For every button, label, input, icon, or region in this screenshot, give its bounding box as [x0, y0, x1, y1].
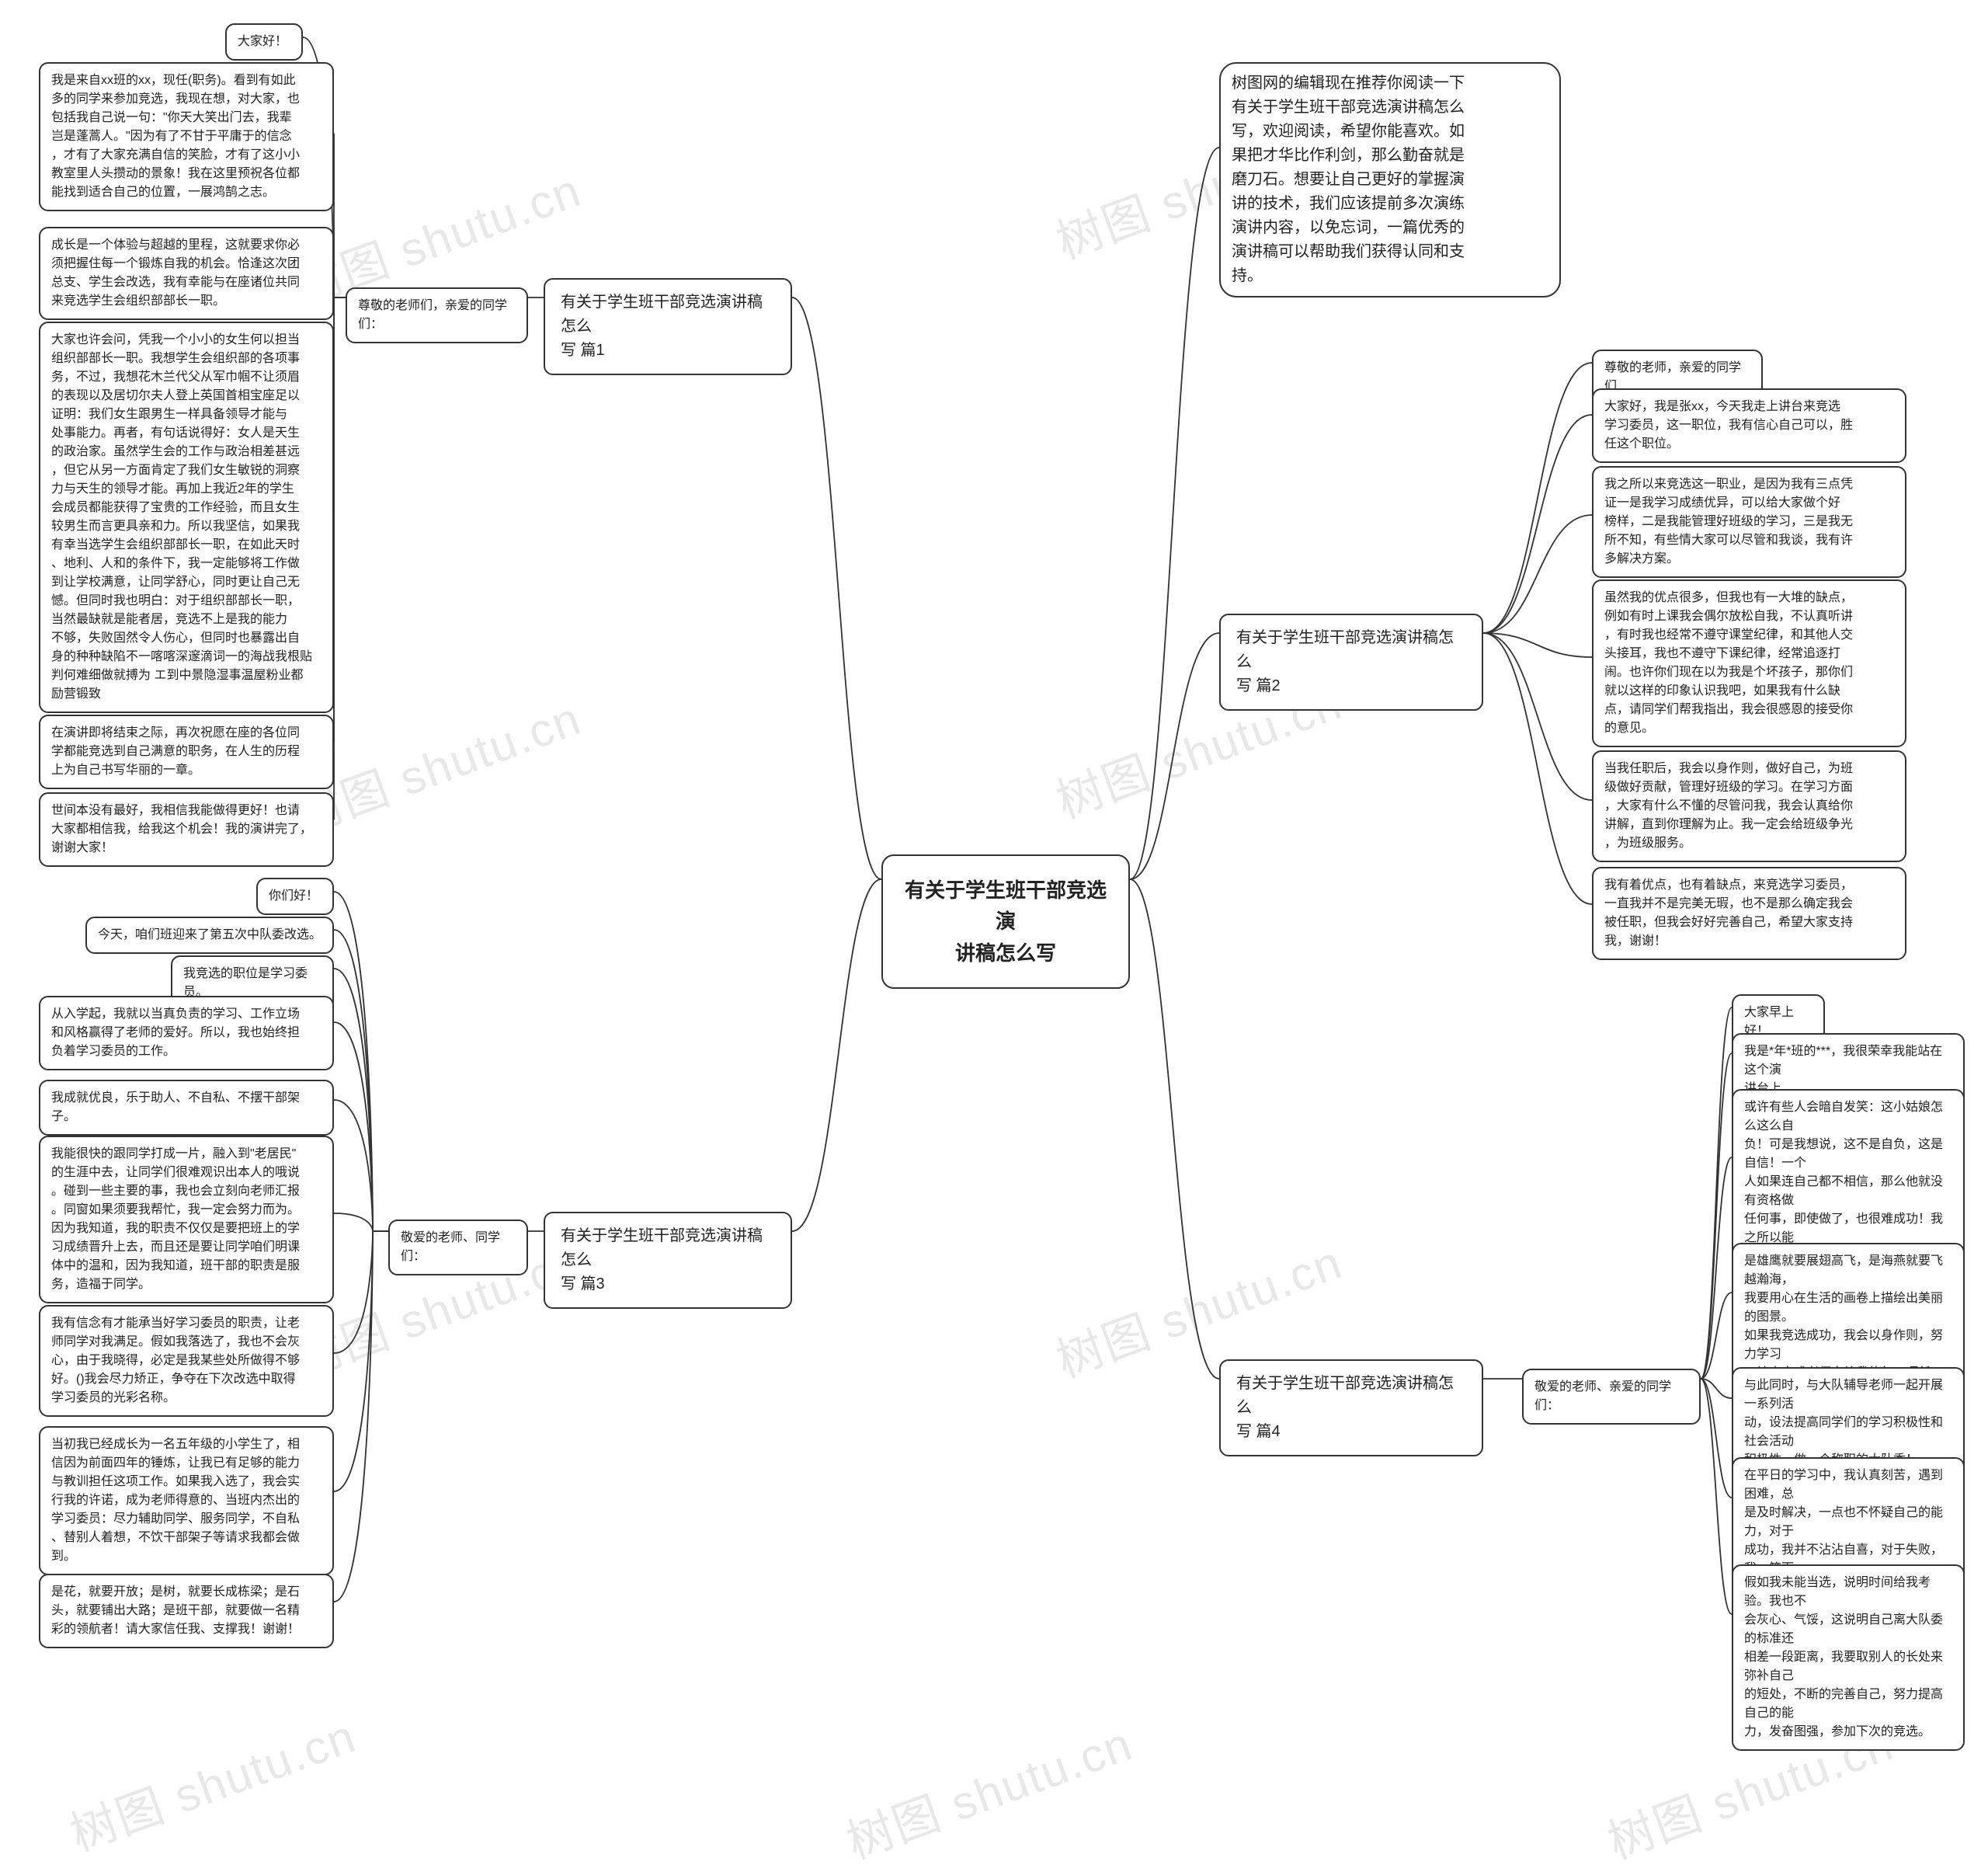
s3-leaf: 我能很快的跟同学打成一片，融入到"老居民"的生涯中去，让同学们很难观识出本人的哦… — [39, 1136, 334, 1303]
watermark: 树图 shutu.cn — [836, 1707, 1141, 1872]
s1-lead: 尊敬的老师们，亲爱的同学们： — [346, 287, 528, 343]
s4-lead: 敬爱的老师、亲爱的同学们： — [1522, 1369, 1701, 1425]
section-s2: 有关于学生班干部竞选演讲稿怎么写 篇2 — [1219, 614, 1483, 711]
s1-leaf: 大家好！ — [225, 23, 303, 61]
s1-leaf: 成长是一个体验与超越的里程，这就要求你必须把握住每一个锻炼自我的机会。恰逢这次团… — [39, 227, 334, 320]
s1-leaf: 世间本没有最好，我相信我能做得更好！也请大家都相信我，给我这个机会！我的演讲完了… — [39, 792, 334, 867]
section-intro: 树图网的编辑现在推荐你阅读一下有关于学生班干部竞选演讲稿怎么写，欢迎阅读，希望你… — [1219, 62, 1561, 298]
s3-leaf: 我有信念有才能承当好学习委员的职责，让老师同学对我满足。假如我落选了，我也不会灰… — [39, 1305, 334, 1417]
s3-leaf: 你们好！ — [256, 878, 334, 915]
section-s1: 有关于学生班干部竞选演讲稿怎么写 篇1 — [544, 278, 792, 375]
s3-leaf: 从入学起，我就以当真负责的学习、工作立场和风格赢得了老师的爱好。所以，我也始终担… — [39, 996, 334, 1070]
s4-leaf: 假如我未能当选，说明时间给我考验。我也不会灰心、气馁，这说明自己离大队委的标准还… — [1732, 1564, 1965, 1751]
s3-leaf: 是花，就要开放；是树，就要长成栋梁；是石头，就要铺出大路；是班干部，就要做一名精… — [39, 1574, 334, 1648]
s2-leaf: 大家好，我是张xx，今天我走上讲台来竞选学习委员，这一职位，我有信心自己可以，胜… — [1592, 388, 1906, 463]
section-s4: 有关于学生班干部竞选演讲稿怎么写 篇4 — [1219, 1359, 1483, 1456]
s1-leaf: 我是来自xx班的xx，现任(职务)。看到有如此多的同学来参加竞选，我现在想，对大… — [39, 62, 334, 211]
s3-leaf: 当初我已经成长为一名五年级的小学生了，相信因为前面四年的锤炼，让我已有足够的能力… — [39, 1426, 334, 1575]
watermark: 树图 shutu.cn — [60, 1699, 364, 1865]
s3-lead: 敬爱的老师、同学们： — [388, 1220, 528, 1275]
section-s3: 有关于学生班干部竞选演讲稿怎么写 篇3 — [544, 1212, 792, 1309]
s2-leaf: 我之所以来竞选这一职业，是因为我有三点凭证一是我学习成绩优异，可以给大家做个好榜… — [1592, 466, 1906, 578]
s1-leaf: 在演讲即将结束之际，再次祝愿在座的各位同学都能竞选到自己满意的职务，在人生的历程… — [39, 715, 334, 789]
s1-leaf: 大家也许会问，凭我一个小小的女生何以担当组织部部长一职。我想学生会组织部的各项事… — [39, 322, 334, 713]
s3-leaf: 我成就优良，乐于助人、不自私、不摆干部架子。 — [39, 1080, 334, 1136]
s3-leaf: 今天，咱们班迎来了第五次中队委改选。 — [85, 917, 334, 954]
s2-leaf: 当我任职后，我会以身作则，做好自己，为班级做好贡献，管理好班级的学习。在学习方面… — [1592, 750, 1906, 862]
center-node: 有关于学生班干部竞选演讲稿怎么写 — [881, 854, 1130, 989]
s2-leaf: 虽然我的优点很多，但我也有一大堆的缺点，例如有时上课我会偶尔放松自我，不认真听讲… — [1592, 579, 1906, 747]
s2-leaf: 我有着优点，也有着缺点，来竞选学习委员，一直我并不是完美无瑕，也不是那么确定我会… — [1592, 867, 1906, 960]
